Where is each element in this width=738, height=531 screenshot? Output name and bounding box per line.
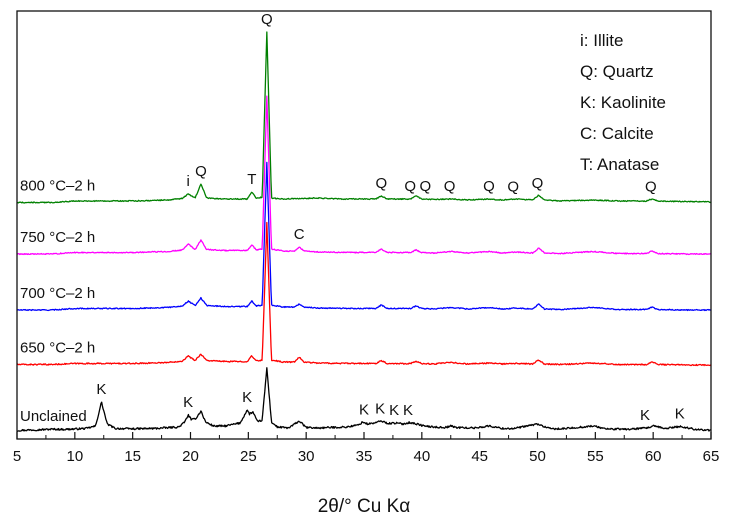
peak-label-20: Q xyxy=(532,175,544,192)
peak-label-16: Q xyxy=(419,178,431,195)
peak-label-15: Q xyxy=(404,178,416,195)
peak-label-7: K xyxy=(640,407,650,424)
peak-label-6: K xyxy=(403,402,413,419)
x-tick-label-8: 45 xyxy=(471,448,488,465)
x-tick-label-0: 5 xyxy=(13,448,21,465)
x-tick-label-11: 60 xyxy=(645,448,662,465)
peak-label-13: Q xyxy=(261,11,273,28)
peak-label-2: K xyxy=(242,389,252,406)
peak-label-10: i xyxy=(187,173,190,190)
x-tick-label-4: 25 xyxy=(240,448,257,465)
x-tick-label-12: 65 xyxy=(703,448,720,465)
x-tick-label-3: 20 xyxy=(182,448,199,465)
x-tick-label-5: 30 xyxy=(298,448,315,465)
peak-label-19: Q xyxy=(507,178,519,195)
legend-entry-4: T: Anatase xyxy=(580,155,659,174)
peak-label-12: T xyxy=(247,171,256,188)
peak-label-21: Q xyxy=(645,178,657,195)
series-line-3 xyxy=(16,95,712,256)
peak-label-5: K xyxy=(389,402,399,419)
x-tick-label-7: 40 xyxy=(413,448,430,465)
series-label-4: 800 °C–2 h xyxy=(20,178,95,195)
peak-label-18: Q xyxy=(483,178,495,195)
legend-entry-3: C: Calcite xyxy=(580,124,654,143)
peak-label-8: K xyxy=(675,406,685,423)
series-label-1: 650 °C–2 h xyxy=(20,340,95,357)
legend-entry-2: K: Kaolinite xyxy=(580,93,666,112)
legend: i: Illite Q: Quartz K: Kaolinite C: Calcite… xyxy=(580,31,666,174)
peak-label-1: K xyxy=(183,394,193,411)
series-label-2: 700 °C–2 h xyxy=(20,285,95,302)
x-tick-label-6: 35 xyxy=(356,448,373,465)
series-label-3: 750 °C–2 h xyxy=(20,229,95,246)
series-label-0: Unclained xyxy=(20,408,87,425)
curves-layer: Unclained 650 °C–2 h 700 °C–2 h 750 °C–2 h 8… xyxy=(16,31,712,432)
x-tick-label-10: 55 xyxy=(587,448,604,465)
peak-label-4: K xyxy=(375,400,385,417)
series-line-0 xyxy=(16,367,712,432)
series-line-2 xyxy=(16,161,712,312)
x-axis-title: 2θ/° Cu Kα xyxy=(318,496,411,517)
x-axis: 5 10 15 20 25 30 35 40 45 50 55 60 65 xyxy=(13,432,720,465)
peak-label-3: K xyxy=(359,402,369,419)
x-tick-label-9: 50 xyxy=(529,448,546,465)
series-line-1 xyxy=(16,221,712,367)
x-tick-label-2: 15 xyxy=(124,448,141,465)
series-line-4 xyxy=(17,31,712,204)
legend-entry-0: i: Illite xyxy=(580,31,623,50)
peak-label-0: K xyxy=(96,381,106,398)
peak-label-9: C xyxy=(294,226,305,243)
peak-label-14: Q xyxy=(376,175,388,192)
x-tick-label-1: 10 xyxy=(66,448,83,465)
peak-label-11: Q xyxy=(195,163,207,180)
legend-entry-1: Q: Quartz xyxy=(580,62,654,81)
peak-label-17: Q xyxy=(444,178,456,195)
